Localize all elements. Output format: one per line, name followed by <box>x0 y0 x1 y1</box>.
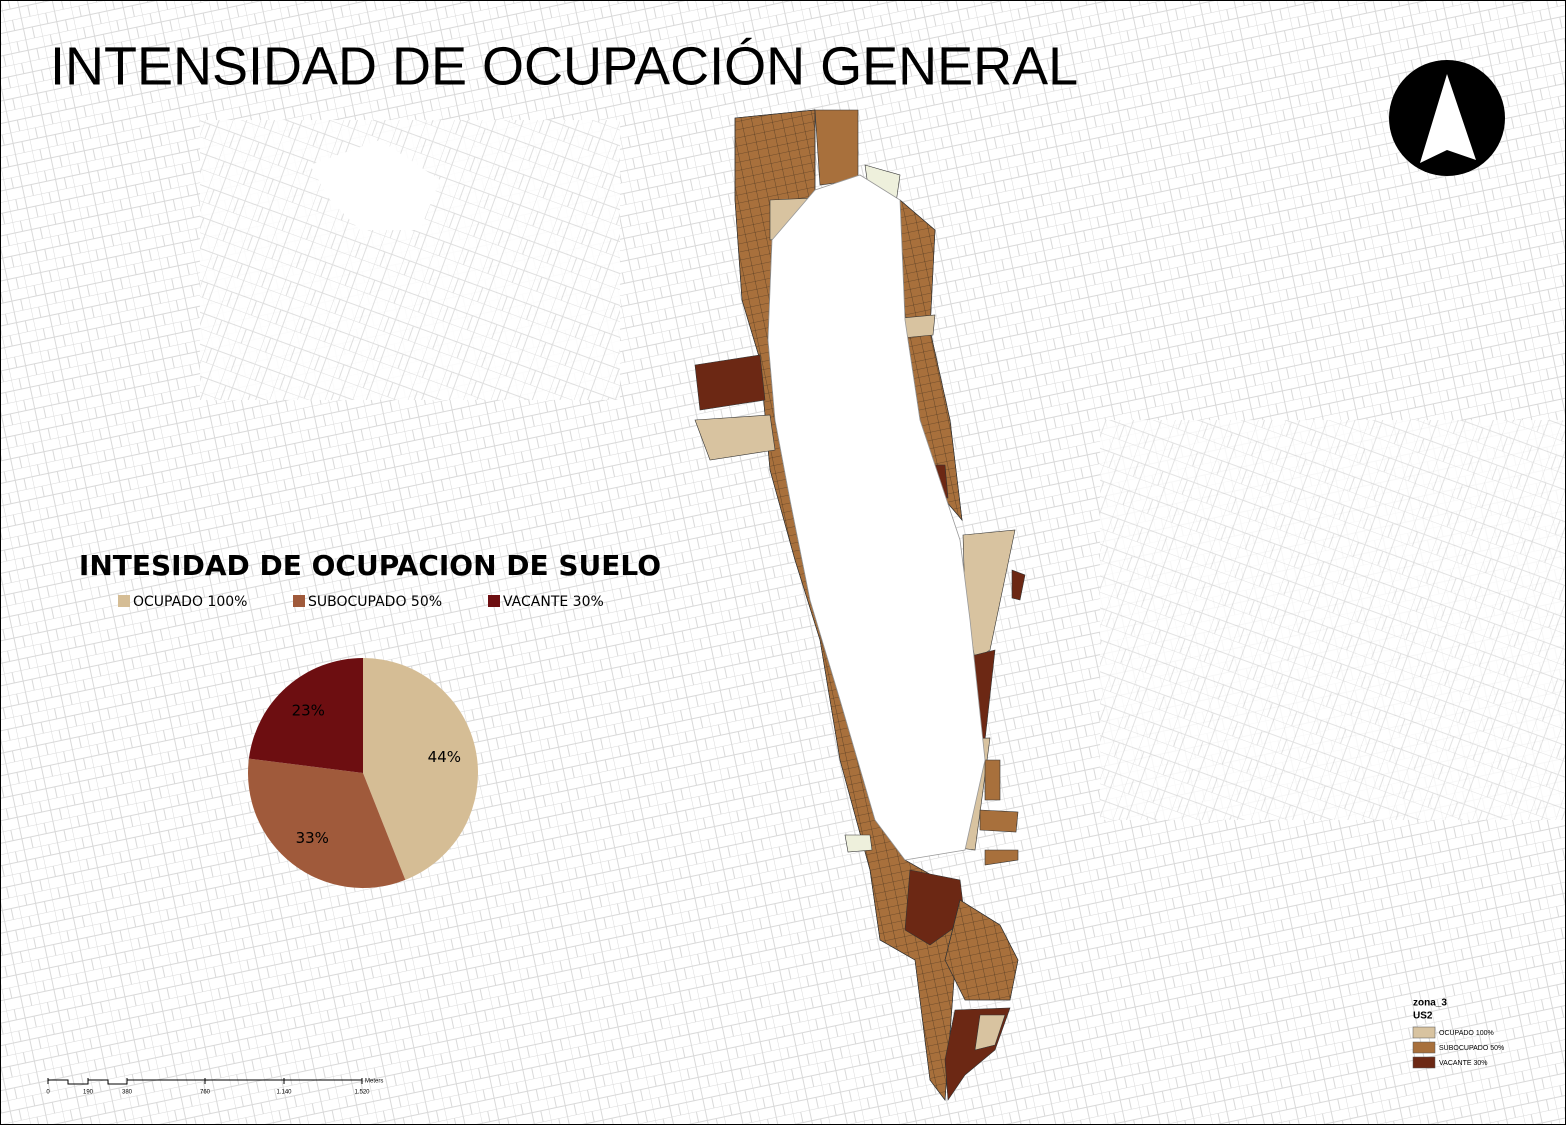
legend-field: US2 <box>1413 1011 1433 1022</box>
scale-label: 380 <box>122 1090 133 1096</box>
pie-slice <box>363 658 479 880</box>
scale-label: 1.520 <box>354 1090 370 1096</box>
corridor-open <box>767 174 986 861</box>
legend-label: SUBOCUPADO 50% <box>308 594 442 610</box>
legend-layer: zona_3 <box>1413 998 1447 1009</box>
scale-unit: Meters <box>365 1079 383 1085</box>
legend-label: VACANTE 30% <box>503 594 604 610</box>
data-label: 44% <box>428 748 461 766</box>
map-legend-swatch <box>1412 1056 1436 1069</box>
legend-label: OCUPADO 100% <box>133 594 247 610</box>
legend-swatch <box>488 595 500 607</box>
scale-label: 0 <box>46 1090 50 1096</box>
pie-slice <box>248 758 406 888</box>
data-label: 33% <box>296 829 329 847</box>
scale-label: 190 <box>83 1090 94 1096</box>
scale-label: 1.140 <box>276 1090 292 1096</box>
open-area <box>310 140 440 230</box>
street-grid <box>1100 420 1566 820</box>
map-legend-swatch <box>1412 1026 1436 1039</box>
map-title: INTENSIDAD DE OCUPACIÓN GENERAL <box>50 36 1078 96</box>
map-legend-swatch <box>1412 1041 1436 1054</box>
north-arrow <box>1389 60 1505 176</box>
legend-swatch <box>293 595 305 607</box>
map-legend-label: VACANTE 30% <box>1439 1060 1488 1067</box>
scale-label: 760 <box>200 1090 211 1096</box>
legend-swatch <box>118 595 130 607</box>
pie-slice <box>248 658 363 773</box>
data-label: 23% <box>292 701 325 719</box>
map-legend-label: OCUPADO 100% <box>1439 1030 1494 1037</box>
map-legend-label: SUBOCUPADO 50% <box>1439 1045 1504 1052</box>
chart-title: INTESIDAD DE OCUPACION DE SUELO <box>79 549 661 582</box>
